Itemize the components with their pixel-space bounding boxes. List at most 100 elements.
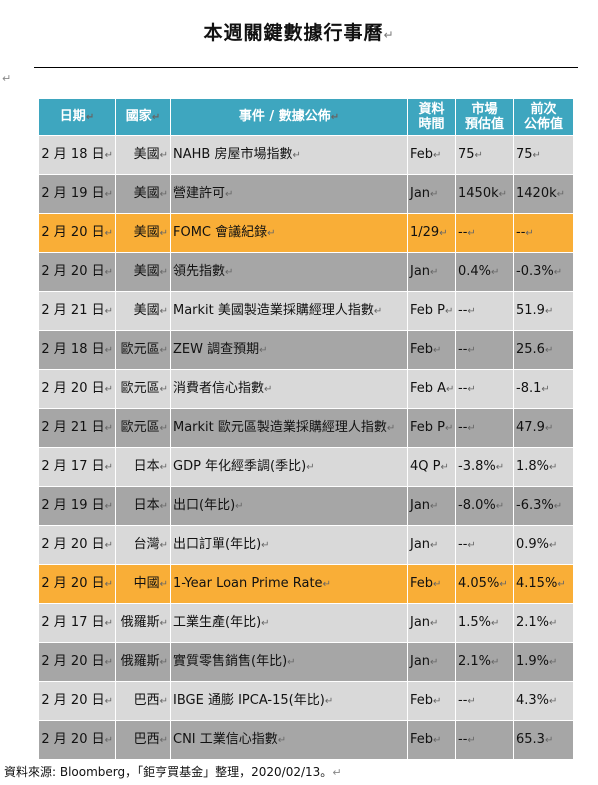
country-cell: 美國↵ — [115, 135, 171, 175]
forecast-cell: --↵ — [455, 408, 514, 448]
table-row: 2 月 19 日↵ 美國↵ 營建許可↵ Jan↵ 1450k↵ 1420k↵ — [38, 174, 574, 214]
country-cell: 美國↵ — [115, 213, 171, 253]
event-cell-text: 消費者信心指數 — [173, 381, 265, 396]
header-date: 日期↵ — [38, 98, 116, 136]
country-cell: 日本↵ — [115, 486, 171, 526]
period-cell: Feb P↵ — [407, 291, 456, 331]
paragraph-mark-icon: ↵ — [430, 618, 439, 629]
previous-cell-text: 0.9% — [516, 537, 550, 552]
paragraph-mark-icon: ↵ — [556, 189, 566, 200]
forecast-cell: --↵ — [455, 330, 514, 370]
table-row: 2 月 20 日↵ 中國↵ 1-Year Loan Prime Rate↵ Feb↵ 4… — [38, 564, 574, 604]
country-cell-text: 中國 — [133, 576, 160, 591]
event-cell: NAHB 房屋市場指數↵ — [170, 135, 408, 175]
previous-cell: 51.9↵ — [513, 291, 574, 331]
forecast-cell: -8.0%↵ — [455, 486, 514, 526]
previous-cell: --↵ — [513, 213, 574, 253]
event-cell-text: 領先指數 — [173, 264, 226, 279]
forecast-cell: --↵ — [455, 720, 514, 760]
date-cell-text: 2 月 20 日 — [41, 537, 105, 552]
period-cell: Feb↵ — [407, 720, 456, 760]
period-cell: Feb A↵ — [407, 369, 456, 409]
date-cell-text: 2 月 20 日 — [41, 264, 105, 279]
date-cell: 2 月 20 日↵ — [38, 720, 116, 760]
paragraph-mark-icon: ↵ — [151, 112, 161, 123]
paragraph-mark-icon: ↵ — [330, 112, 340, 123]
country-cell: 歐元區↵ — [115, 369, 171, 409]
country-cell: 美國↵ — [115, 291, 171, 331]
date-cell-text: 2 月 18 日 — [41, 342, 105, 357]
period-cell: Jan↵ — [407, 603, 456, 643]
event-cell: 工業生產(年比)↵ — [170, 603, 408, 643]
header-period-line1: 資料 — [418, 102, 445, 117]
paragraph-mark-icon: ↵ — [235, 501, 244, 512]
country-cell: 歐元區↵ — [115, 408, 171, 448]
period-cell: 1/29↵ — [407, 213, 456, 253]
header-forecast-line1: 市場 — [471, 102, 498, 117]
period-cell: Feb↵ — [407, 330, 456, 370]
paragraph-mark-icon: ↵ — [159, 423, 168, 434]
paragraph-mark-icon: ↵ — [430, 501, 439, 512]
forecast-cell: --↵ — [455, 291, 514, 331]
paragraph-mark-icon: ↵ — [104, 345, 113, 356]
paragraph-mark-icon: ↵ — [104, 735, 113, 746]
paragraph-mark-icon: ↵ — [225, 189, 234, 200]
paragraph-mark-icon: ↵ — [433, 150, 442, 161]
period-cell-text: Feb P — [410, 303, 445, 318]
table-row: 2 月 20 日↵ 美國↵ FOMC 會議紀錄↵ 1/29↵ --↵ --↵ — [38, 213, 574, 253]
period-cell-text: Feb — [410, 693, 434, 708]
previous-cell: -6.3%↵ — [513, 486, 574, 526]
date-cell-text: 2 月 17 日 — [41, 459, 105, 474]
event-cell-text: Markit 美國製造業採購經理人指數 — [173, 303, 374, 318]
country-cell: 美國↵ — [115, 252, 171, 292]
previous-cell-text: 65.3 — [516, 732, 545, 747]
period-cell: Jan↵ — [407, 486, 456, 526]
period-cell: Feb↵ — [407, 564, 456, 604]
header-event-label: 事件 / 數據公佈 — [238, 109, 331, 124]
paragraph-mark-icon: ↵ — [159, 579, 168, 590]
table-row: 2 月 20 日↵ 歐元區↵ 消費者信心指數↵ Feb A↵ --↵ -8.1↵ — [38, 369, 574, 409]
paragraph-mark-icon: ↵ — [445, 423, 454, 434]
previous-cell-text: 75 — [516, 147, 533, 162]
paragraph-mark-icon: ↵ — [557, 579, 566, 590]
country-cell-text: 日本 — [133, 459, 160, 474]
event-cell: 領先指數↵ — [170, 252, 408, 292]
paragraph-mark-icon: ↵ — [159, 618, 168, 629]
date-cell: 2 月 19 日↵ — [38, 486, 116, 526]
paragraph-mark-icon: ↵ — [225, 267, 234, 278]
paragraph-mark-icon: ↵ — [159, 540, 168, 551]
paragraph-mark-icon: ↵ — [287, 657, 296, 668]
header-period-line2: 時間 — [418, 117, 445, 132]
date-cell: 2 月 20 日↵ — [38, 681, 116, 721]
source-note: 資料來源: Bloomberg，「鉅亨買基金」整理，2020/02/13。↵ — [4, 763, 342, 780]
paragraph-mark-icon: ↵ — [495, 501, 505, 512]
paragraph-mark-icon: ↵ — [159, 735, 168, 746]
previous-cell-text: 4.15% — [516, 576, 558, 591]
country-cell-text: 美國 — [133, 303, 160, 318]
period-cell: 4Q P↵ — [407, 447, 456, 487]
table-row: 2 月 17 日↵ 日本↵ GDP 年化經季調(季比)↵ 4Q P↵ -3.8%↵ 1.8… — [38, 447, 574, 487]
paragraph-mark-icon: ↵ — [553, 501, 563, 512]
event-cell-text: 實質零售銷售(年比) — [173, 654, 288, 669]
date-cell: 2 月 20 日↵ — [38, 642, 116, 682]
date-cell: 2 月 18 日↵ — [38, 330, 116, 370]
date-cell-text: 2 月 17 日 — [41, 615, 105, 630]
paragraph-mark-icon: ↵ — [2, 72, 12, 85]
country-cell-text: 俄羅斯 — [120, 615, 160, 630]
paragraph-mark-icon: ↵ — [85, 112, 95, 123]
header-period: 資料 時間 — [407, 98, 456, 136]
event-cell: Markit 美國製造業採購經理人指數↵ — [170, 291, 408, 331]
paragraph-mark-icon: ↵ — [445, 306, 454, 317]
forecast-cell: --↵ — [455, 681, 514, 721]
forecast-cell-text: -- — [458, 537, 468, 552]
event-cell-text: 出口(年比) — [173, 498, 236, 513]
period-cell-text: Feb — [410, 576, 434, 591]
date-cell: 2 月 17 日↵ — [38, 447, 116, 487]
title-divider — [34, 67, 578, 68]
paragraph-mark-icon: ↵ — [104, 306, 113, 317]
country-cell: 美國↵ — [115, 174, 171, 214]
paragraph-mark-icon: ↵ — [544, 306, 554, 317]
paragraph-mark-icon: ↵ — [491, 618, 500, 629]
table-row: 2 月 21 日↵ 美國↵ Markit 美國製造業採購經理人指數↵ Feb P↵ --… — [38, 291, 574, 331]
date-cell: 2 月 20 日↵ — [38, 213, 116, 253]
